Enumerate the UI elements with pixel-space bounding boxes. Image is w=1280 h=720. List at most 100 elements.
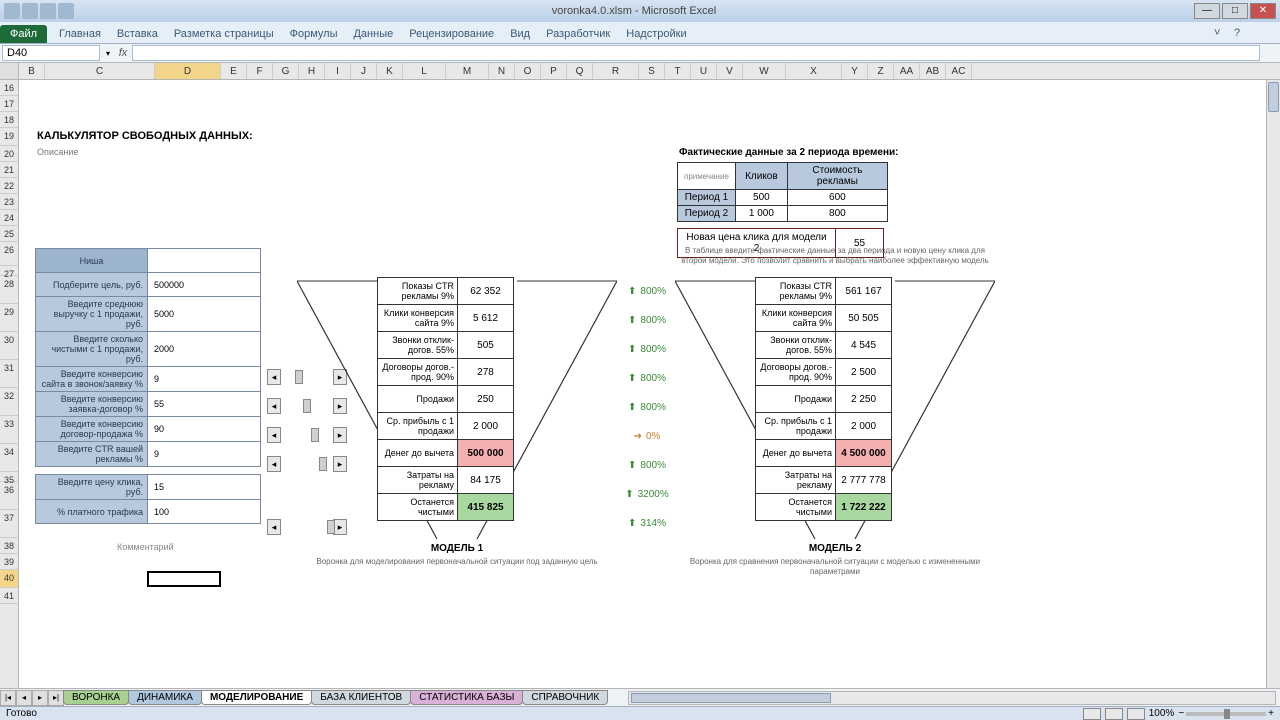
file-tab[interactable]: Файл xyxy=(0,25,47,43)
sheet-tab-1[interactable]: ДИНАМИКА xyxy=(128,690,202,705)
ribbon-tab-3[interactable]: Формулы xyxy=(282,25,346,43)
col-Q[interactable]: Q xyxy=(567,63,593,79)
spinner-right-2[interactable]: ▸ xyxy=(333,427,347,443)
input-val-7[interactable]: 15 xyxy=(148,475,261,500)
ribbon-tab-5[interactable]: Рецензирование xyxy=(401,25,502,43)
select-all-corner[interactable] xyxy=(0,63,19,79)
ribbon-tab-1[interactable]: Вставка xyxy=(109,25,166,43)
row-32[interactable]: 32 xyxy=(0,388,18,416)
col-T[interactable]: T xyxy=(665,63,691,79)
spinner-3[interactable]: ◂▸ xyxy=(267,455,347,473)
sheet-tab-0[interactable]: ВОРОНКА xyxy=(63,690,129,705)
col-P[interactable]: P xyxy=(541,63,567,79)
col-I[interactable]: I xyxy=(325,63,351,79)
fact-row2-cost[interactable]: 800 xyxy=(787,206,887,222)
grid-canvas[interactable]: КАЛЬКУЛЯТОР СВОБОДНЫХ ДАННЫХ: Описание Н… xyxy=(19,80,1266,688)
col-Y[interactable]: Y xyxy=(842,63,868,79)
horizontal-scrollbar[interactable] xyxy=(628,691,1276,705)
col-H[interactable]: H xyxy=(299,63,325,79)
undo-icon[interactable] xyxy=(40,3,56,19)
input-val-6[interactable]: 9 xyxy=(148,442,261,467)
row-33[interactable]: 33 xyxy=(0,416,18,444)
input-val-0[interactable]: 500000 xyxy=(148,273,261,297)
zoom-out-icon[interactable]: − xyxy=(1178,708,1184,719)
row-31[interactable]: 31 xyxy=(0,360,18,388)
row-18[interactable]: 18 xyxy=(0,112,18,128)
fact-row1-cost[interactable]: 600 xyxy=(787,190,887,206)
col-R[interactable]: R xyxy=(593,63,639,79)
col-S[interactable]: S xyxy=(639,63,665,79)
redo-icon[interactable] xyxy=(58,3,74,19)
spinner-4[interactable]: ◂▸ xyxy=(267,518,347,536)
ribbon-tab-4[interactable]: Данные xyxy=(345,25,401,43)
row-29[interactable]: 29 xyxy=(0,304,18,332)
col-W[interactable]: W xyxy=(743,63,786,79)
spinner-right-4[interactable]: ▸ xyxy=(333,519,347,535)
row-27[interactable]: 27 xyxy=(0,266,18,276)
col-L[interactable]: L xyxy=(403,63,446,79)
col-F[interactable]: F xyxy=(247,63,273,79)
input-val-4[interactable]: 55 xyxy=(148,392,261,417)
col-X[interactable]: X xyxy=(786,63,842,79)
row-20[interactable]: 20 xyxy=(0,146,18,162)
row-17[interactable]: 17 xyxy=(0,96,18,112)
spinner-left-3[interactable]: ◂ xyxy=(267,456,281,472)
ribbon-tab-6[interactable]: Вид xyxy=(502,25,538,43)
spinner-left-4[interactable]: ◂ xyxy=(267,519,281,535)
row-34[interactable]: 34 xyxy=(0,444,18,472)
spinner-0[interactable]: ◂▸ xyxy=(267,368,347,386)
row-35[interactable]: 35 xyxy=(0,472,18,482)
ribbon-tab-0[interactable]: Главная xyxy=(51,25,109,43)
col-M[interactable]: M xyxy=(446,63,489,79)
col-J[interactable]: J xyxy=(351,63,377,79)
input-val-3[interactable]: 9 xyxy=(148,367,261,392)
row-19[interactable]: 19 xyxy=(0,128,18,146)
sheet-tab-2[interactable]: МОДЕЛИРОВАНИЕ xyxy=(201,690,312,705)
formula-input[interactable] xyxy=(132,45,1260,61)
col-D[interactable]: D xyxy=(155,63,221,79)
minimize-ribbon-icon[interactable]: ˅ xyxy=(1214,27,1230,43)
col-G[interactable]: G xyxy=(273,63,299,79)
fx-icon[interactable]: fx xyxy=(114,47,132,59)
row-21[interactable]: 21 xyxy=(0,162,18,178)
col-K[interactable]: K xyxy=(377,63,403,79)
col-E[interactable]: E xyxy=(221,63,247,79)
col-U[interactable]: U xyxy=(691,63,717,79)
tab-next-icon[interactable]: ▸ xyxy=(32,690,48,706)
col-Z[interactable]: Z xyxy=(868,63,894,79)
ribbon-tab-2[interactable]: Разметка страницы xyxy=(166,25,282,43)
row-40[interactable]: 40 xyxy=(0,570,18,588)
tab-first-icon[interactable]: |◂ xyxy=(0,690,16,706)
row-37[interactable]: 37 xyxy=(0,510,18,538)
spinner-right-1[interactable]: ▸ xyxy=(333,398,347,414)
sheet-tab-3[interactable]: БАЗА КЛИЕНТОВ xyxy=(311,690,411,705)
view-normal-icon[interactable] xyxy=(1083,708,1101,720)
input-val-1[interactable]: 5000 xyxy=(148,297,261,332)
sheet-tab-5[interactable]: СПРАВОЧНИК xyxy=(522,690,608,705)
input-val-2[interactable]: 2000 xyxy=(148,332,261,367)
input-val-5[interactable]: 90 xyxy=(148,417,261,442)
namebox-dropdown-icon[interactable]: ▾ xyxy=(102,49,114,58)
spinner-left-2[interactable]: ◂ xyxy=(267,427,281,443)
input-val-8[interactable]: 100 xyxy=(148,500,261,524)
spinner-left-0[interactable]: ◂ xyxy=(267,369,281,385)
row-26[interactable]: 26 xyxy=(0,242,18,266)
help-icon[interactable]: ? xyxy=(1234,27,1250,43)
tab-prev-icon[interactable]: ◂ xyxy=(16,690,32,706)
save-icon[interactable] xyxy=(22,3,38,19)
sheet-tab-4[interactable]: СТАТИСТИКА БАЗЫ xyxy=(410,690,523,705)
zoom-in-icon[interactable]: + xyxy=(1268,708,1274,719)
spinner-right-3[interactable]: ▸ xyxy=(333,456,347,472)
spinner-1[interactable]: ◂▸ xyxy=(267,397,347,415)
spinner-left-1[interactable]: ◂ xyxy=(267,398,281,414)
col-C[interactable]: C xyxy=(45,63,155,79)
col-B[interactable]: B xyxy=(19,63,45,79)
row-36[interactable]: 36 xyxy=(0,482,18,510)
col-AA[interactable]: AA xyxy=(894,63,920,79)
view-pagebreak-icon[interactable] xyxy=(1127,708,1145,720)
col-N[interactable]: N xyxy=(489,63,515,79)
vertical-scrollbar[interactable] xyxy=(1266,80,1280,688)
row-38[interactable]: 38 xyxy=(0,538,18,554)
vscroll-thumb[interactable] xyxy=(1268,82,1279,112)
ribbon-tab-7[interactable]: Разработчик xyxy=(538,25,618,43)
